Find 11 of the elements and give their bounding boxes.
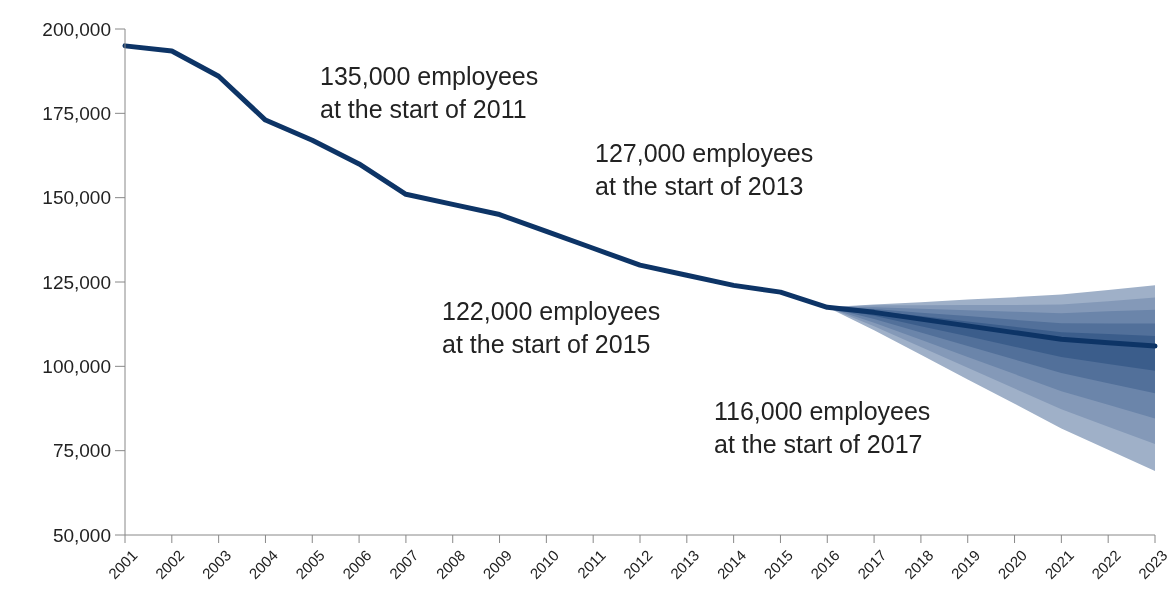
annotation: 127,000 employees at the start of 2013 — [595, 139, 814, 200]
y-tick-label: 200,000 — [42, 18, 111, 40]
y-tick-label: 100,000 — [42, 355, 111, 377]
y-tick-label: 75,000 — [52, 440, 111, 462]
y-tick-label: 150,000 — [42, 187, 111, 209]
annotation: 135,000 employees at the start of 2011 — [320, 62, 539, 123]
y-tick-label: 125,000 — [42, 271, 111, 293]
annotation: 116,000 employees at the start of 2017 — [714, 397, 931, 458]
annotation: 122,000 employees at the start of 2015 — [442, 297, 661, 358]
y-tick-label: 175,000 — [42, 102, 111, 124]
y-tick-label: 50,000 — [52, 524, 111, 546]
